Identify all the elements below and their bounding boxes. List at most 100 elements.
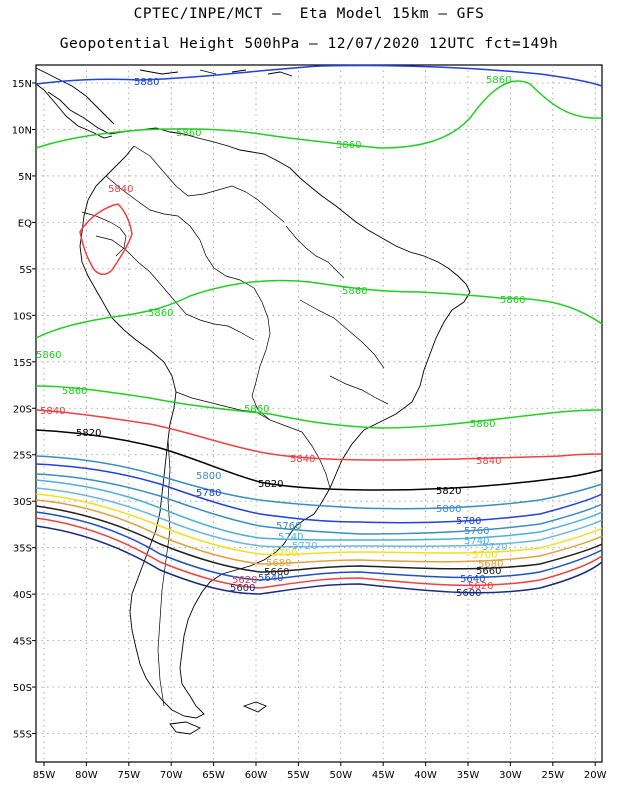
lon-label-85w: 85W bbox=[33, 770, 56, 781]
lon-label-65w: 65W bbox=[202, 770, 225, 781]
label-5620-a: 5620 bbox=[232, 575, 257, 586]
lat-label-10n: 10N bbox=[12, 125, 32, 136]
contour-5680 bbox=[35, 499, 603, 565]
label-5860-c3: 5860 bbox=[470, 419, 495, 430]
contour-5840 bbox=[35, 409, 603, 461]
label-5860-c1: 5860 bbox=[62, 386, 87, 397]
label-5840-a: 5840 bbox=[108, 184, 133, 195]
contour-5660 bbox=[35, 505, 603, 573]
label-5860-c2: 5860 bbox=[244, 404, 269, 415]
contour-5880 bbox=[35, 64, 603, 87]
lat-label-5n: 5N bbox=[18, 172, 32, 183]
label-5720-b: 5720 bbox=[482, 542, 507, 553]
label-5620-b: 5620 bbox=[468, 581, 493, 592]
lon-label-20w: 20W bbox=[584, 770, 607, 781]
contour-5700 bbox=[35, 493, 603, 556]
map-title-line-1: CPTEC/INPE/MCT – Eta Model 15km – GFS bbox=[133, 6, 485, 22]
label-5720-a: 5720 bbox=[292, 541, 317, 552]
label-5800-b: 5800 bbox=[436, 504, 461, 515]
contour-5820 bbox=[35, 429, 603, 491]
border-chile-argentina bbox=[157, 439, 171, 707]
lat-label-35s: 35S bbox=[13, 544, 32, 555]
label-5600-a: 5600 bbox=[230, 583, 255, 594]
lat-label-50s: 50S bbox=[13, 683, 32, 694]
label-5760-b: 5760 bbox=[464, 526, 489, 537]
contour-labels: 5880 5860 5860 5860 5860 5860 5860 5860 … bbox=[36, 75, 525, 599]
label-5860-b4: 5860 bbox=[36, 350, 61, 361]
label-5600-b: 5600 bbox=[456, 588, 481, 599]
contour-5860-middle bbox=[35, 279, 603, 339]
label-5640-a: 5640 bbox=[258, 573, 283, 584]
central-america-north-coast bbox=[35, 67, 115, 125]
border-paraguay-argentina bbox=[301, 431, 331, 489]
lat-label-25s: 25S bbox=[13, 451, 32, 462]
lat-label-20s: 20S bbox=[13, 404, 32, 415]
contour-5860-north bbox=[35, 80, 603, 149]
tierra-del-fuego bbox=[169, 721, 201, 735]
label-5840-c: 5840 bbox=[290, 454, 315, 465]
lon-label-80w: 80W bbox=[75, 770, 98, 781]
label-5800-a: 5800 bbox=[196, 471, 221, 482]
label-5660-a: 5660 bbox=[264, 567, 289, 578]
label-5780-a: 5780 bbox=[196, 488, 221, 499]
contour-layer bbox=[35, 64, 603, 595]
label-5740-b: 5740 bbox=[464, 536, 489, 547]
lat-label-40s: 40S bbox=[13, 590, 32, 601]
lon-label-40w: 40W bbox=[414, 770, 437, 781]
lat-label-10s: 10S bbox=[13, 311, 32, 322]
lon-label-45w: 45W bbox=[372, 770, 395, 781]
border-brazil-states-1 bbox=[299, 299, 385, 369]
lon-label-75w: 75W bbox=[117, 770, 140, 781]
border-bolivia-brazil bbox=[251, 287, 303, 433]
contour-5620 bbox=[35, 517, 603, 589]
label-5820-b: 5820 bbox=[258, 479, 283, 490]
border-guianas bbox=[285, 225, 345, 279]
caribbean-islands bbox=[139, 69, 293, 77]
lat-label-eq: EQ bbox=[18, 218, 32, 229]
border-venezuela-brazil bbox=[133, 145, 285, 223]
label-5740-a: 5740 bbox=[278, 532, 303, 543]
border-peru-bolivia bbox=[95, 235, 255, 341]
contour-5800 bbox=[35, 455, 603, 510]
label-5860-a1: 5860 bbox=[176, 128, 201, 139]
central-america-coastline bbox=[35, 83, 113, 139]
label-5660-b: 5660 bbox=[476, 566, 501, 577]
contour-5840-closed bbox=[79, 203, 133, 276]
border-brazil-states-2 bbox=[329, 375, 389, 405]
border-colombia-peru-brazil bbox=[105, 175, 255, 289]
label-5860-b3: 5860 bbox=[500, 295, 525, 306]
contour-5640 bbox=[35, 511, 603, 581]
south-america-coastline bbox=[47, 91, 471, 719]
map-frame bbox=[35, 64, 603, 763]
lon-label-50w: 50W bbox=[329, 770, 352, 781]
lat-label-15n: 15N bbox=[12, 79, 32, 90]
contour-5760 bbox=[35, 473, 603, 535]
lon-label-35w: 35W bbox=[457, 770, 480, 781]
lat-label-55s: 55S bbox=[13, 730, 32, 741]
longitude-labels: 85W 80W 75W 70W 65W 60W 55W 50W 45W 40W 35W 30W 25W 2… bbox=[33, 762, 607, 781]
coastline-layer bbox=[35, 67, 471, 735]
label-5860-b2: 5860 bbox=[342, 286, 367, 297]
label-5700-a: 5700 bbox=[272, 548, 297, 559]
label-5700-b: 5700 bbox=[472, 550, 497, 561]
label-5880: 5880 bbox=[134, 77, 159, 88]
label-5840-b: 5840 bbox=[40, 406, 65, 417]
label-5640-b: 5640 bbox=[460, 574, 485, 585]
contour-5860-south bbox=[35, 385, 603, 429]
contour-5600 bbox=[35, 525, 603, 595]
lon-label-70w: 70W bbox=[160, 770, 183, 781]
country-borders bbox=[81, 145, 389, 707]
latitude-labels: 15N 10N 5N EQ 5S 10S 15S 20S 25S 30S 35S 40S 45S 50S 5… bbox=[12, 79, 36, 741]
contour-5720 bbox=[35, 487, 603, 548]
lat-label-45s: 45S bbox=[13, 637, 32, 648]
lon-label-55w: 55W bbox=[287, 770, 310, 781]
contour-5780 bbox=[35, 463, 603, 524]
lon-label-25w: 25W bbox=[541, 770, 564, 781]
lat-lon-grid bbox=[36, 65, 602, 762]
border-ecuador bbox=[81, 211, 127, 257]
falklands bbox=[242, 701, 267, 713]
label-5840-d: 5840 bbox=[476, 456, 501, 467]
label-5820-a: 5820 bbox=[76, 428, 101, 439]
label-5860-a3: 5860 bbox=[486, 75, 511, 86]
